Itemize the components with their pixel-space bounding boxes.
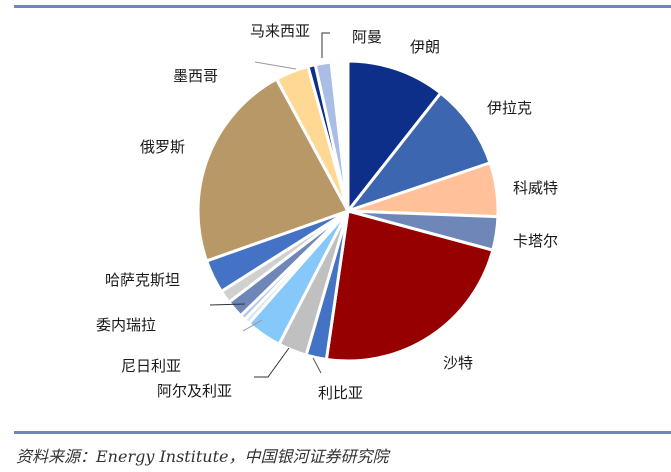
label-saudi: 沙特 [443, 354, 474, 372]
label-oman: 阿曼 [352, 28, 383, 46]
label-kuwait: 科威特 [513, 179, 559, 197]
leader-line-malaysia [254, 61, 297, 70]
leader-line-libya [312, 357, 322, 374]
pie-slice-伊拉克 [343, 90, 492, 215]
label-iran: 伊朗 [410, 38, 441, 56]
label-mexico: 墨西哥 [173, 67, 219, 85]
pie-slice-伊朗 [346, 59, 443, 216]
pie-slice-空白 [329, 59, 350, 212]
label-venezuela: 委内瑞拉 [96, 316, 157, 334]
label-kazakhstan: 哈萨克斯坦 [105, 271, 181, 289]
pie-chart [196, 32, 500, 378]
label-malaysia: 马来西亚 [250, 22, 311, 40]
leader-line-oman [321, 32, 330, 58]
pie-slices [196, 59, 500, 363]
label-libya: 利比亚 [318, 384, 364, 402]
label-nigeria: 尼日利亚 [121, 357, 182, 375]
leader-lines [209, 32, 330, 378]
label-algeria: 阿尔及利亚 [157, 382, 233, 400]
leader-line-nigeria [242, 319, 263, 332]
leader-line-venezuela [209, 303, 246, 306]
pie-slice-俄罗斯 [196, 77, 351, 263]
label-qatar: 卡塔尔 [513, 232, 559, 250]
pie-slice-沙特 [324, 209, 495, 363]
top-rule [14, 5, 671, 8]
leader-line-algeria [254, 347, 290, 378]
label-iraq: 伊拉克 [487, 99, 533, 117]
label-russia: 俄罗斯 [140, 138, 186, 156]
bottom-rule [14, 431, 671, 434]
source-note: 资料来源：Energy Institute，中国银河证券研究院 [16, 447, 389, 466]
